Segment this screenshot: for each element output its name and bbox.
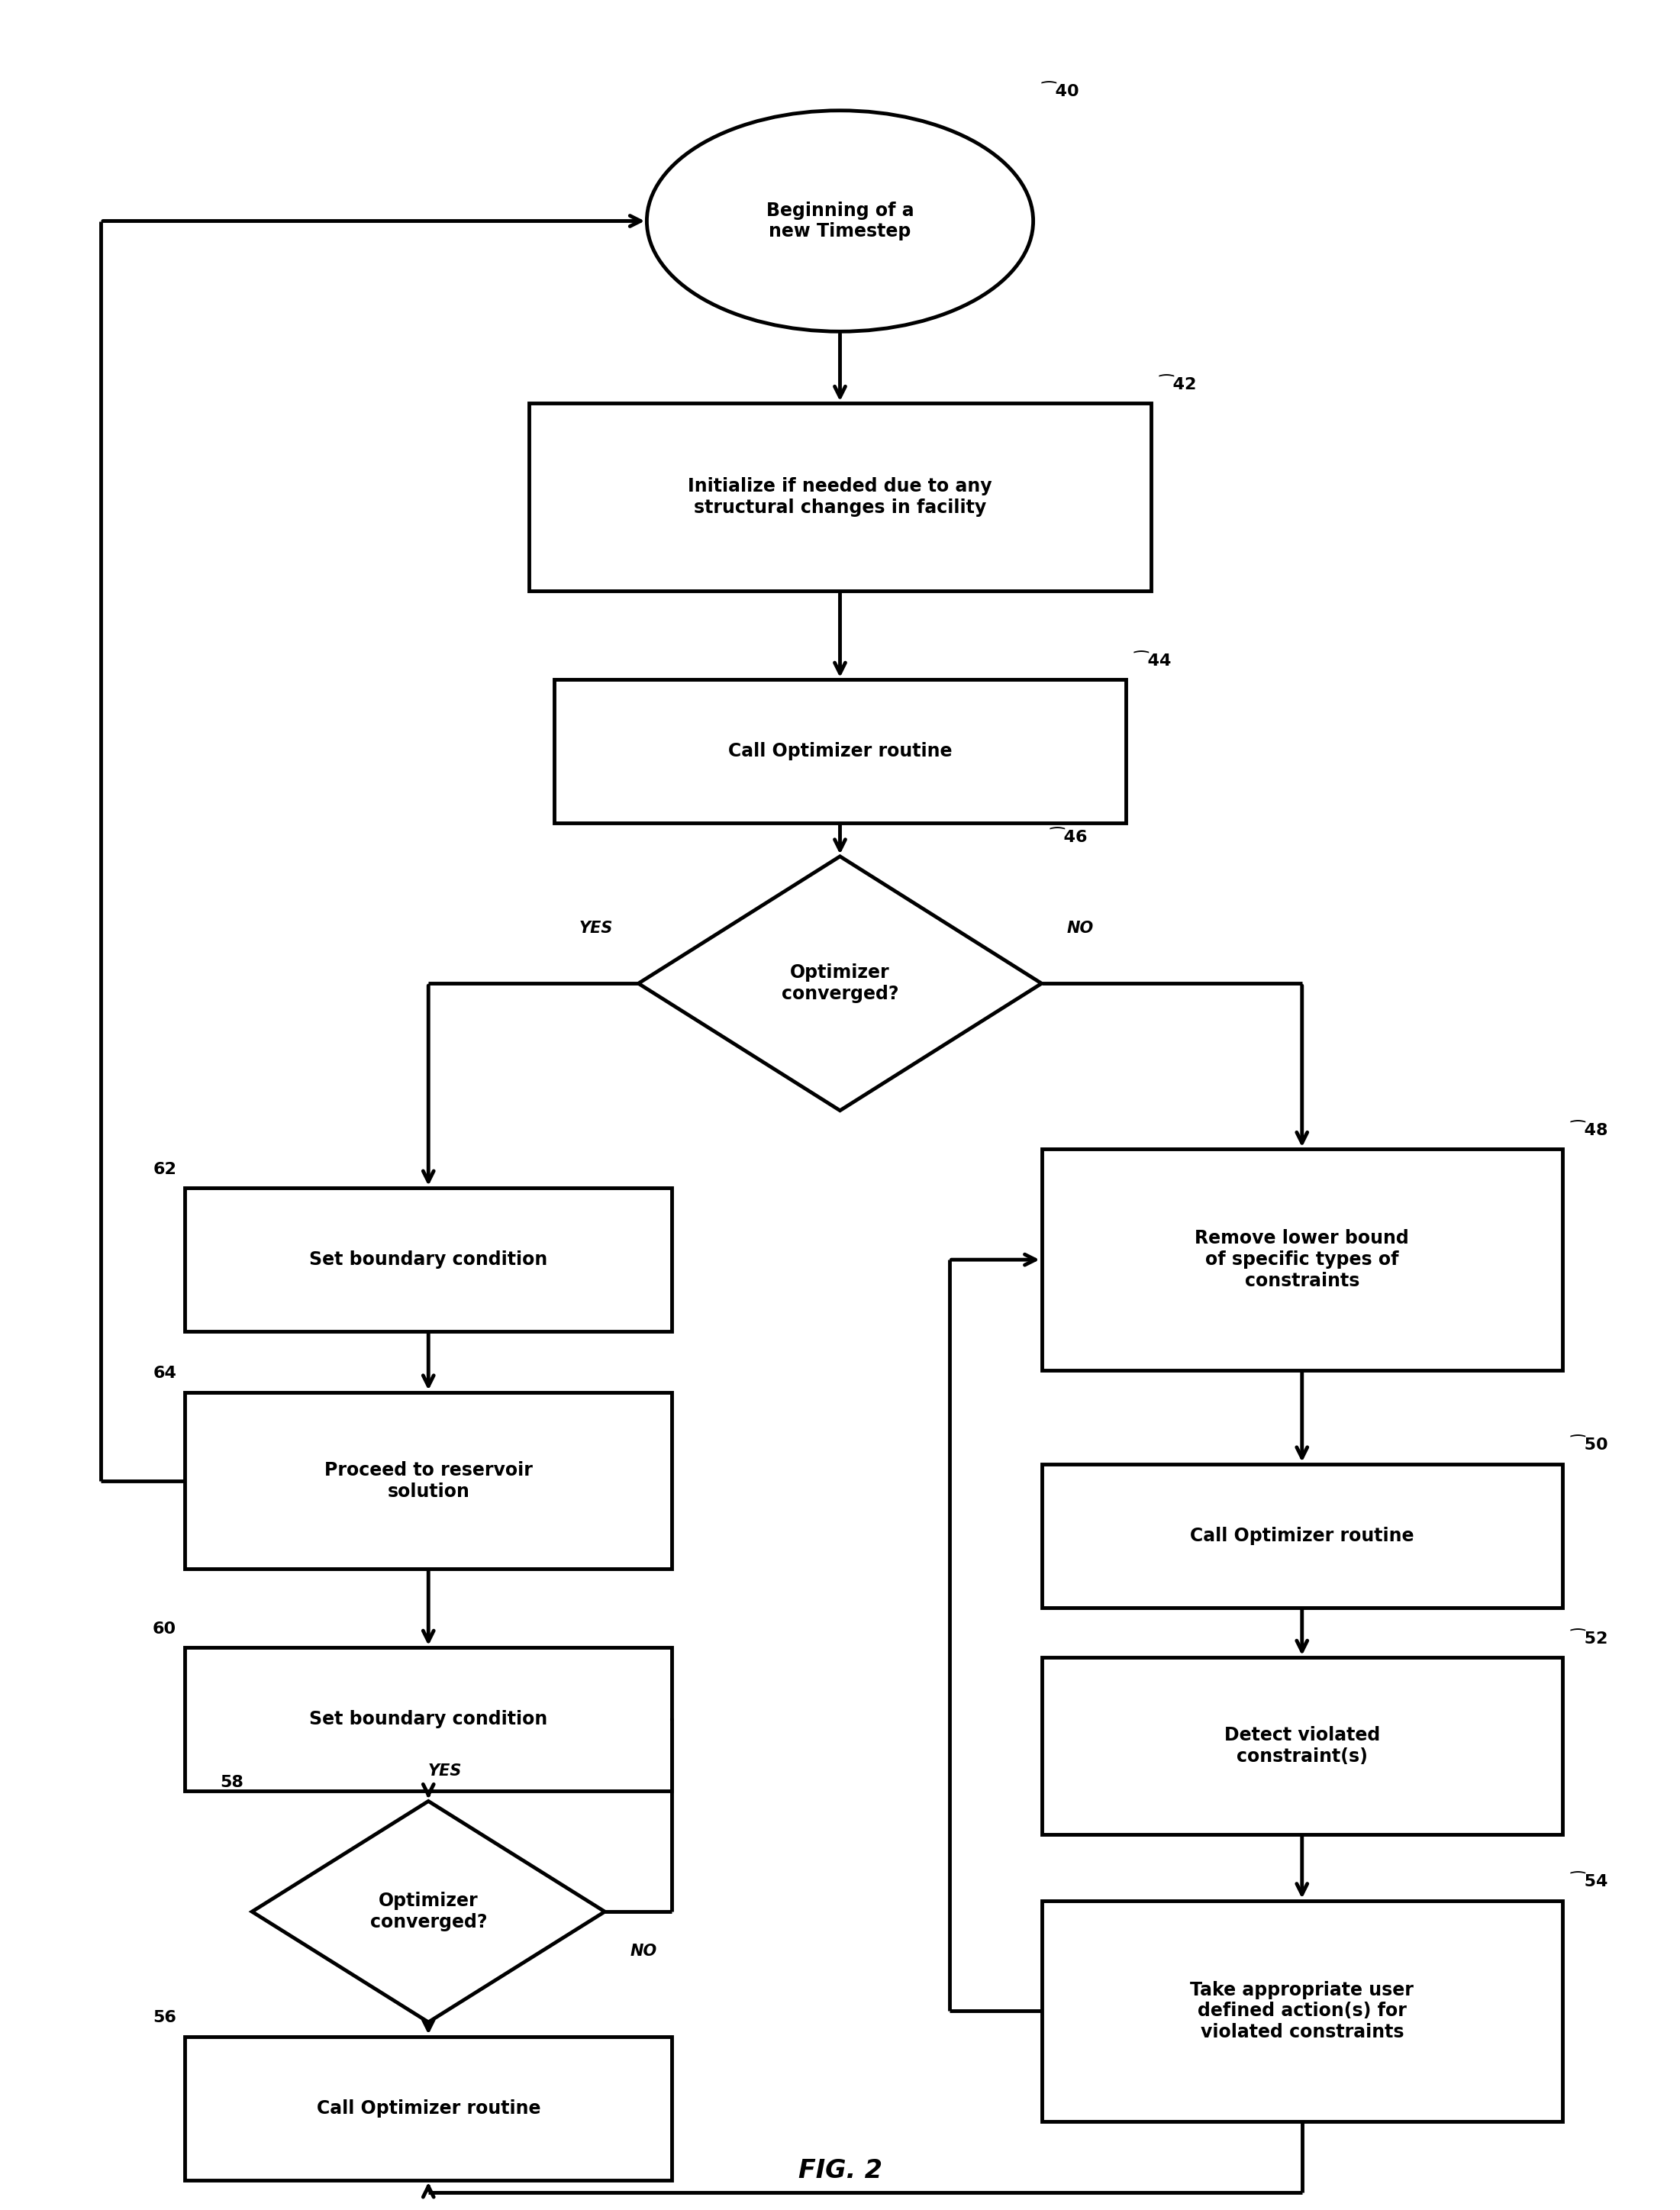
Ellipse shape (647, 110, 1033, 332)
FancyBboxPatch shape (1042, 1149, 1562, 1370)
Text: Call Optimizer routine: Call Optimizer routine (316, 2100, 541, 2117)
Text: Detect violated
constraint(s): Detect violated constraint(s) (1225, 1726, 1379, 1766)
Text: ⁀50: ⁀50 (1571, 1439, 1609, 1454)
Text: Optimizer
converged?: Optimizer converged? (781, 964, 899, 1003)
Text: 62: 62 (153, 1162, 176, 1176)
Text: ⁀44: ⁀44 (1134, 654, 1171, 667)
Text: ⁀48: ⁀48 (1571, 1123, 1608, 1138)
Text: 64: 64 (153, 1366, 176, 1381)
FancyBboxPatch shape (1042, 1465, 1562, 1609)
Text: NO: NO (1067, 922, 1094, 935)
FancyBboxPatch shape (529, 404, 1151, 590)
Text: Call Optimizer routine: Call Optimizer routine (727, 743, 953, 760)
Text: Beginning of a
new Timestep: Beginning of a new Timestep (766, 201, 914, 241)
Text: Remove lower bound
of specific types of
constraints: Remove lower bound of specific types of … (1194, 1229, 1410, 1291)
Text: Set boundary condition: Set boundary condition (309, 1711, 548, 1728)
FancyBboxPatch shape (1042, 1901, 1562, 2122)
Text: Initialize if needed due to any
structural changes in facility: Initialize if needed due to any structur… (687, 477, 993, 517)
Text: 58: 58 (220, 1775, 244, 1790)
Text: ⁀40: ⁀40 (1042, 84, 1080, 99)
FancyBboxPatch shape (554, 678, 1126, 822)
FancyBboxPatch shape (185, 1649, 672, 1790)
FancyBboxPatch shape (1042, 1658, 1562, 1834)
Polygon shape (638, 855, 1042, 1109)
Text: 60: 60 (153, 1622, 176, 1635)
Text: Proceed to reservoir
solution: Proceed to reservoir solution (324, 1461, 533, 1501)
Text: NO: NO (630, 1945, 657, 1958)
Text: YES: YES (580, 922, 613, 935)
FancyBboxPatch shape (185, 1392, 672, 1569)
FancyBboxPatch shape (185, 1189, 672, 1330)
Text: Set boundary condition: Set boundary condition (309, 1251, 548, 1269)
Text: Optimizer
converged?: Optimizer converged? (370, 1892, 487, 1932)
Polygon shape (252, 1801, 605, 2022)
Text: ⁀42: ⁀42 (1159, 378, 1196, 393)
Text: YES: YES (428, 1764, 462, 1779)
Text: FIG. 2: FIG. 2 (798, 2159, 882, 2183)
Text: Call Optimizer routine: Call Optimizer routine (1189, 1527, 1415, 1545)
FancyBboxPatch shape (185, 2038, 672, 2179)
Text: ⁀46: ⁀46 (1050, 831, 1087, 844)
Text: ⁀52: ⁀52 (1571, 1631, 1608, 1646)
Text: 56: 56 (153, 2011, 176, 2024)
Text: Take appropriate user
defined action(s) for
violated constraints: Take appropriate user defined action(s) … (1189, 1980, 1415, 2042)
Text: ⁀54: ⁀54 (1571, 1874, 1608, 1890)
